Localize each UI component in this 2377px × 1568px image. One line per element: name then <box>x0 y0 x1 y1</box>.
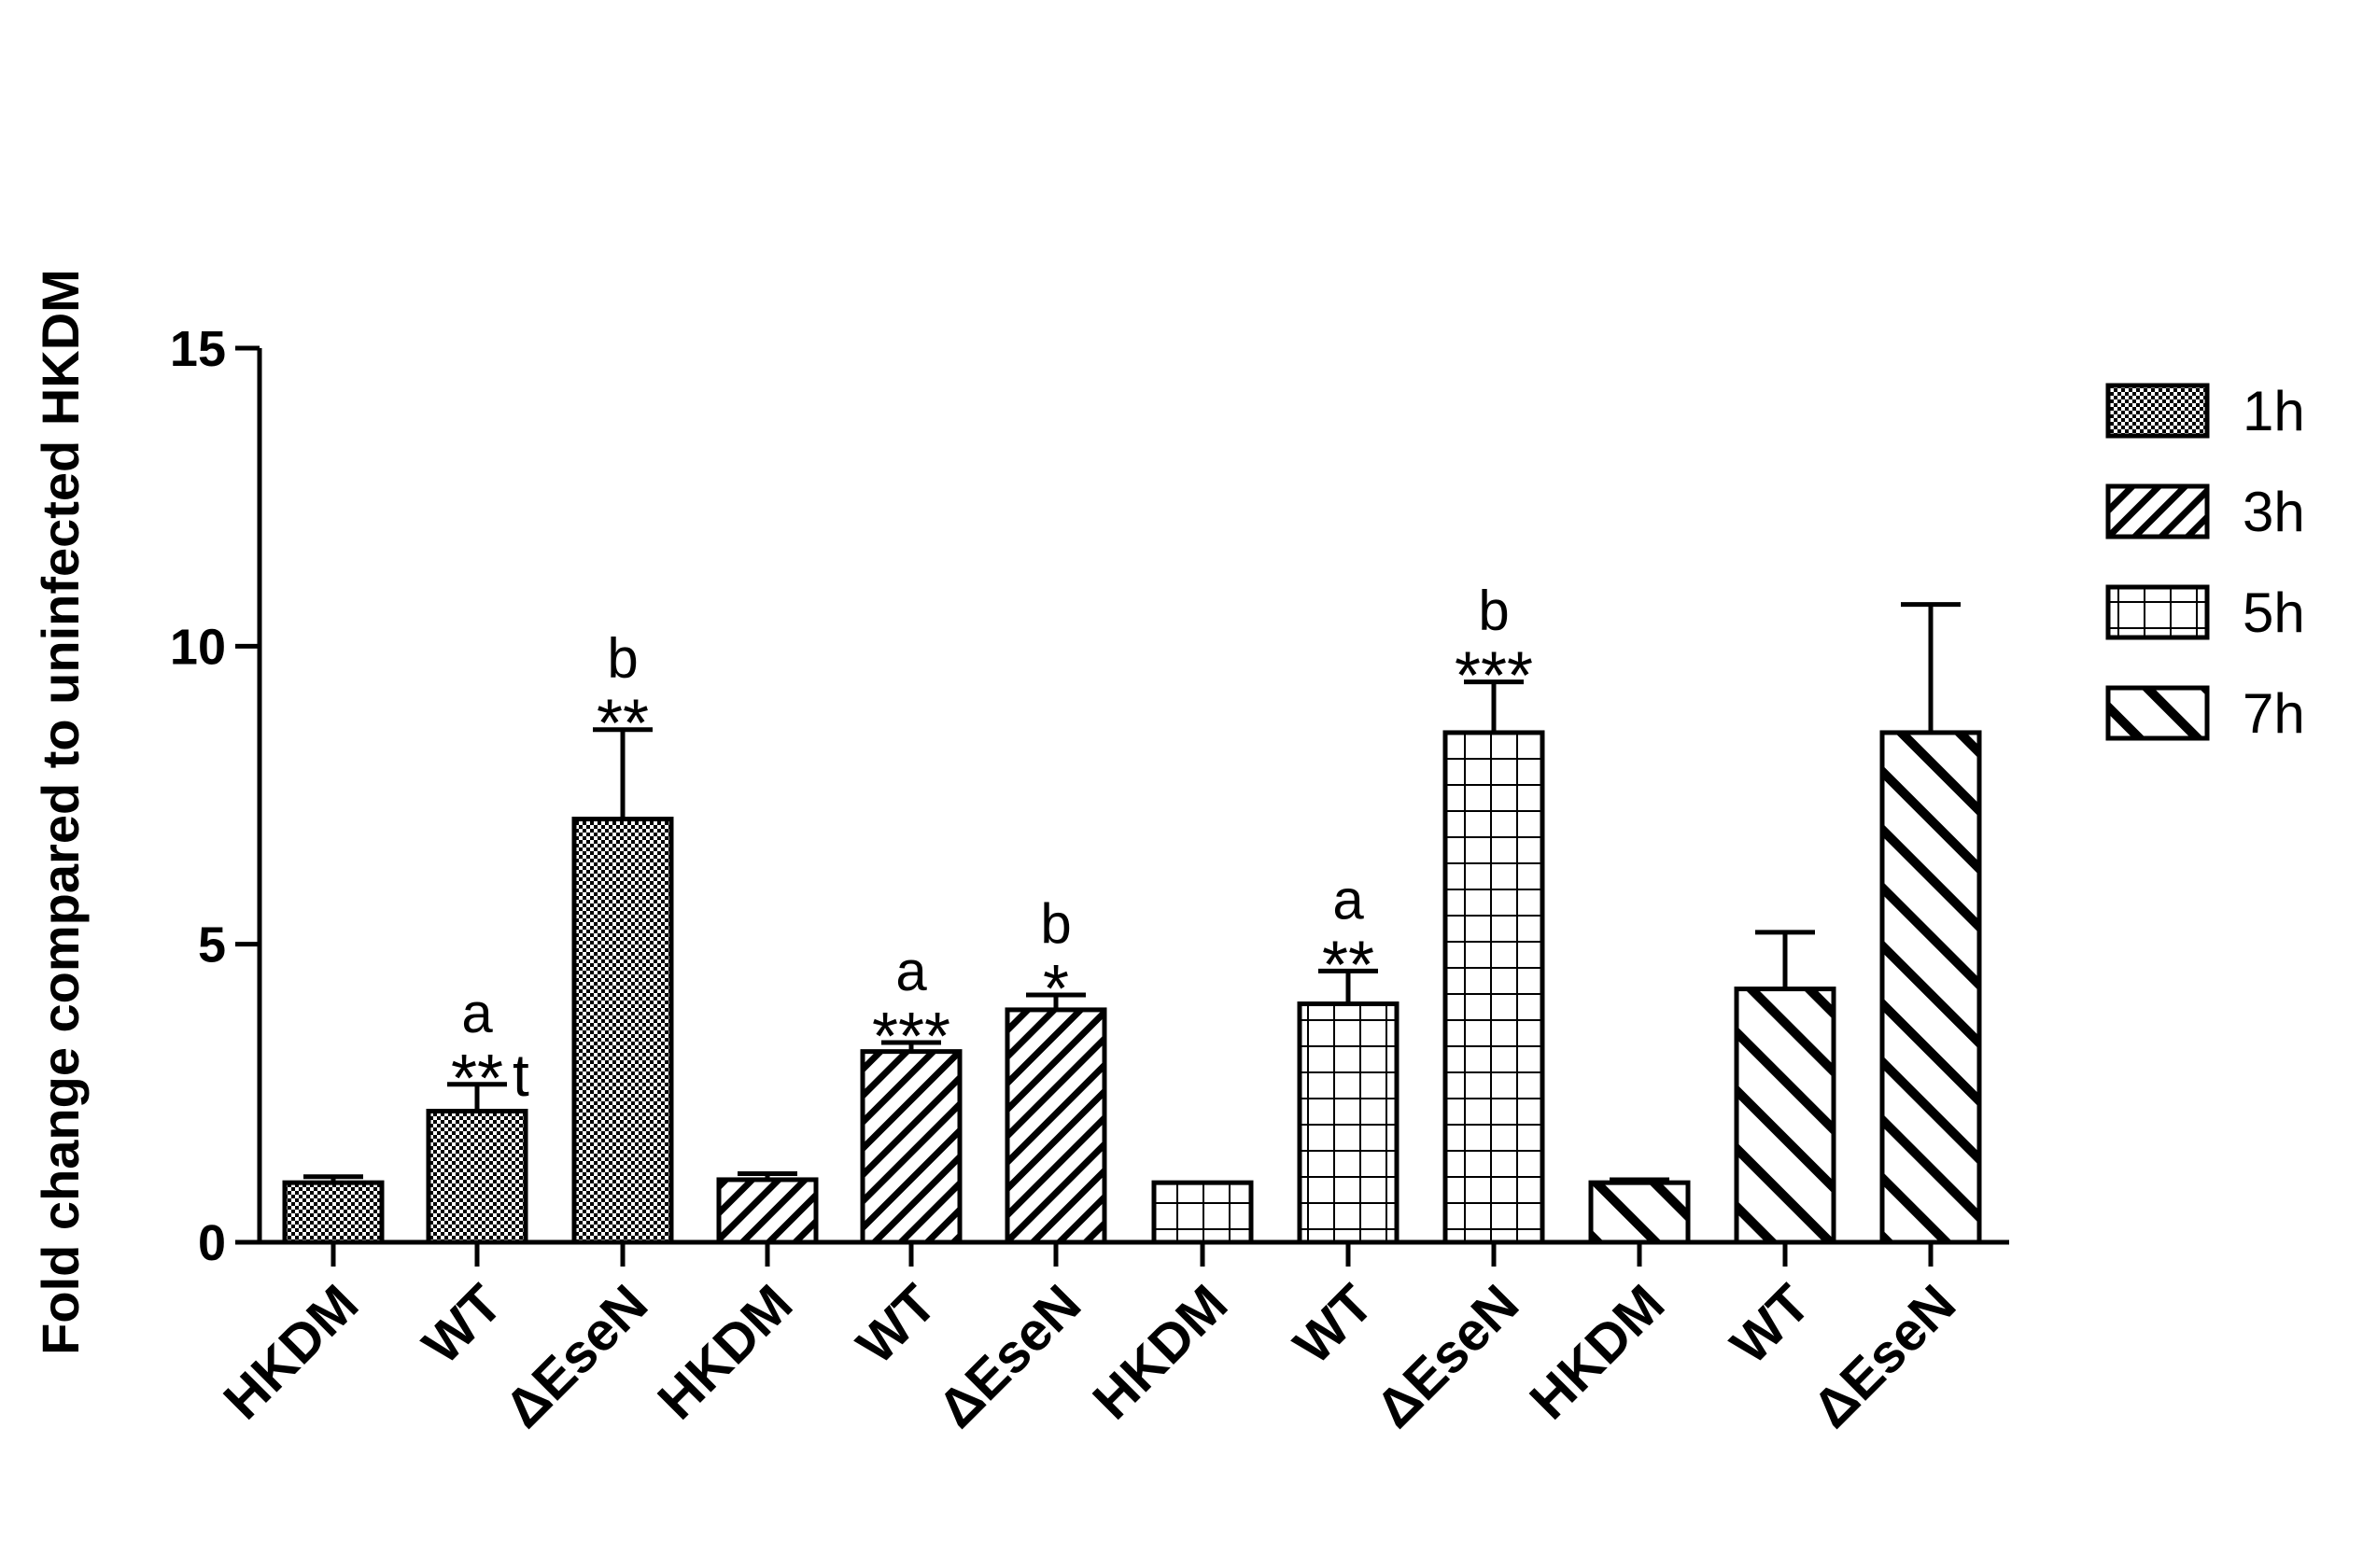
bar-3h-HKDM <box>716 1177 819 1245</box>
x-tick-label: HKDM <box>1518 1273 1676 1431</box>
x-tick-label: HKDM <box>1081 1273 1239 1431</box>
bar-7h-HKDM <box>1588 1180 1691 1245</box>
x-tick-label: ΔEseN <box>1364 1273 1530 1439</box>
group-letter: b <box>1040 892 1071 955</box>
y-tick-label: 15 <box>170 321 226 377</box>
legend-swatch <box>2105 383 2210 439</box>
legend-label: 7h <box>2243 682 2305 745</box>
legend-item-1h: 1h <box>2105 380 2305 442</box>
axes: 0 5 10 15 <box>170 321 2009 1271</box>
x-tick-label: HKDM <box>212 1273 370 1431</box>
significance-stars: *** <box>872 1000 950 1074</box>
x-tick-label: WT <box>411 1273 513 1376</box>
legend-item-7h: 7h <box>2105 682 2305 745</box>
legend: 1h 3h 5h 7h <box>2105 380 2305 745</box>
x-tick-label: WT <box>845 1273 948 1376</box>
y-tick-label: 10 <box>170 619 226 675</box>
bar-1h-HKDM <box>282 1180 385 1245</box>
significance-stars: ** <box>597 687 649 762</box>
bar-3h-ΔEseN <box>1005 1007 1107 1245</box>
group-letter: b <box>1478 580 1509 642</box>
legend-label: 1h <box>2243 380 2305 442</box>
group-letter: a <box>1332 868 1364 931</box>
bar-5h-ΔEseN <box>1442 730 1545 1245</box>
legend-item-3h: 3h <box>2105 481 2305 543</box>
legend-label: 5h <box>2243 581 2305 644</box>
group-letter: a <box>461 982 493 1044</box>
x-tick-label: WT <box>1719 1273 1821 1376</box>
significance-stars: ** <box>1322 928 1374 1002</box>
legend-swatch <box>2105 483 2210 539</box>
x-tick-label: HKDM <box>646 1273 804 1431</box>
bar-5h-HKDM <box>1151 1180 1254 1245</box>
bar-1h-WT <box>426 1108 528 1245</box>
significance-stars: * <box>1043 952 1069 1027</box>
bar-7h-ΔEseN <box>1879 730 1982 1245</box>
y-tick-label: 5 <box>198 917 226 973</box>
bar-3h-WT <box>860 1049 963 1245</box>
significance-stars: *** <box>1455 639 1533 714</box>
x-tick-label: ΔEseN <box>1801 1273 1967 1439</box>
group-letter: b <box>607 627 638 690</box>
legend-swatch <box>2105 584 2210 640</box>
significance-stars: ** <box>451 1042 503 1116</box>
legend-swatch <box>2105 685 2210 741</box>
x-tick-label: ΔEseN <box>493 1273 659 1439</box>
bar-7h-WT <box>1734 987 1836 1245</box>
bars: ** ta**b***a *b**a***b <box>282 580 1982 1245</box>
x-tick-label: WT <box>1282 1273 1385 1376</box>
group-letter: a <box>895 940 927 1002</box>
bar-1h-ΔEseN <box>571 817 674 1245</box>
significance-extra: t <box>513 1042 529 1109</box>
x-tick-label: ΔEseN <box>926 1273 1092 1439</box>
bar-5h-WT <box>1297 1001 1399 1245</box>
y-tick-label: 0 <box>198 1215 226 1271</box>
legend-item-5h: 5h <box>2105 581 2305 644</box>
y-axis-label: Fold change compared to uninfected HKDM <box>31 269 90 1355</box>
legend-label: 3h <box>2243 481 2305 543</box>
